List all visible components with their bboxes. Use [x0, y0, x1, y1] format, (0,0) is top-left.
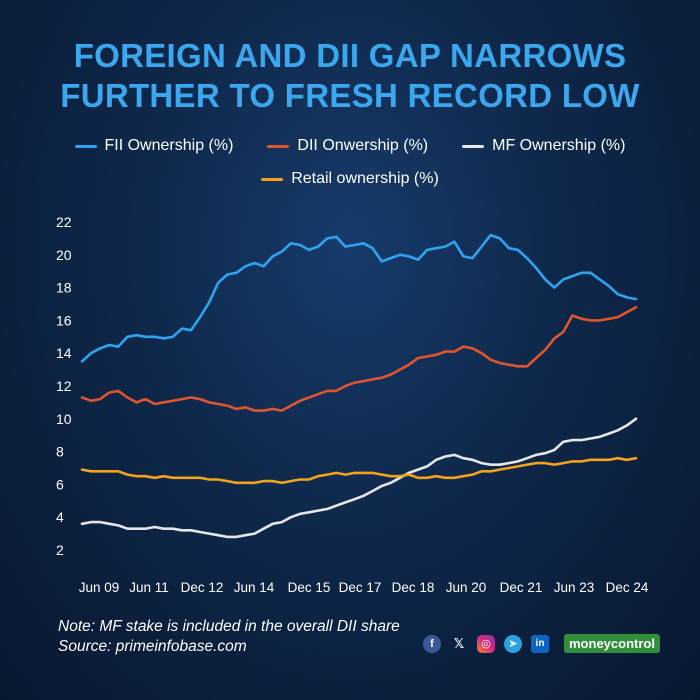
series-line-mf [80, 417, 638, 539]
x-tick-label: Dec 17 [339, 580, 382, 595]
series-line-retail [80, 456, 638, 485]
legend-swatch-dii [267, 144, 290, 148]
footer-note: Note: MF stake is included in the overal… [58, 617, 400, 657]
legend-label-fii: FII Ownership (%) [104, 137, 234, 154]
source-text: Source: primeinfobase.com [58, 638, 247, 655]
title-line-2: FURTHER TO FRESH RECORD LOW [60, 77, 640, 114]
x-tick-label: Jun 23 [554, 580, 595, 595]
legend-label-dii: DII Onwership (%) [297, 137, 429, 154]
x-axis: Jun 09 Jun 11 Dec 12 Jun 14 Dec 15 Dec 17 Dec … [79, 580, 649, 595]
y-tick-label: 14 [56, 345, 72, 361]
series-lines [80, 233, 638, 539]
legend-item-retail: Retail ownership (%) [261, 170, 439, 188]
x-tick-label: Jun 11 [129, 580, 169, 595]
y-tick-label: 22 [56, 214, 72, 230]
x-tick-label: Jun 14 [234, 580, 275, 595]
legend-item-mf: MF Ownership (%) [462, 137, 625, 155]
legend-row-2: Retail ownership (%) [0, 170, 700, 188]
x-tick-label: Dec 21 [500, 580, 543, 595]
x-tick-label: Jun 09 [79, 580, 120, 595]
social-icons: f 𝕏 ◎ ➤ in moneycontrol [423, 634, 660, 653]
note-text: Note: MF stake is included in the overal… [58, 618, 400, 635]
x-tick-label: Jun 20 [446, 580, 487, 595]
legend-swatch-fii [74, 144, 97, 148]
series-line-dii [80, 305, 638, 412]
x-tick-label: Dec 12 [181, 580, 224, 595]
legend-swatch-retail [261, 177, 284, 181]
chart-title: FOREIGN AND DII GAP NARROWS FURTHER TO F… [0, 36, 700, 116]
y-tick-label: 2 [56, 542, 64, 558]
moneycontrol-logo: moneycontrol [564, 634, 660, 653]
y-tick-label: 6 [56, 476, 64, 492]
title-line-1: FOREIGN AND DII GAP NARROWS [73, 37, 627, 74]
y-tick-label: 16 [56, 312, 72, 328]
y-tick-label: 12 [56, 378, 72, 394]
legend-item-fii: FII Ownership (%) [74, 137, 234, 155]
y-tick-label: 18 [56, 280, 72, 296]
linkedin-icon[interactable]: in [531, 634, 549, 653]
x-icon[interactable]: 𝕏 [453, 635, 465, 651]
legend-row-1: FII Ownership (%) DII Onwership (%) MF O… [0, 137, 700, 155]
legend-item-dii: DII Onwership (%) [267, 137, 428, 155]
facebook-icon[interactable]: f [423, 634, 441, 653]
instagram-icon[interactable]: ◎ [477, 634, 495, 653]
x-tick-label: Dec 18 [392, 580, 435, 595]
telegram-icon[interactable]: ➤ [504, 634, 522, 653]
y-tick-label: 10 [56, 411, 72, 427]
y-tick-label: 8 [56, 444, 64, 460]
legend-label-retail: Retail ownership (%) [291, 170, 439, 187]
legend-label-mf: MF Ownership (%) [492, 137, 626, 154]
series-line-fii [80, 233, 638, 363]
y-tick-label: 20 [56, 247, 72, 263]
y-tick-label: 4 [56, 509, 64, 525]
legend-swatch-mf [462, 144, 485, 148]
x-tick-label: Dec 15 [288, 580, 331, 595]
x-tick-label: Dec 24 [606, 580, 649, 595]
y-axis: 2 4 6 8 10 12 14 16 18 20 22 [56, 214, 72, 558]
